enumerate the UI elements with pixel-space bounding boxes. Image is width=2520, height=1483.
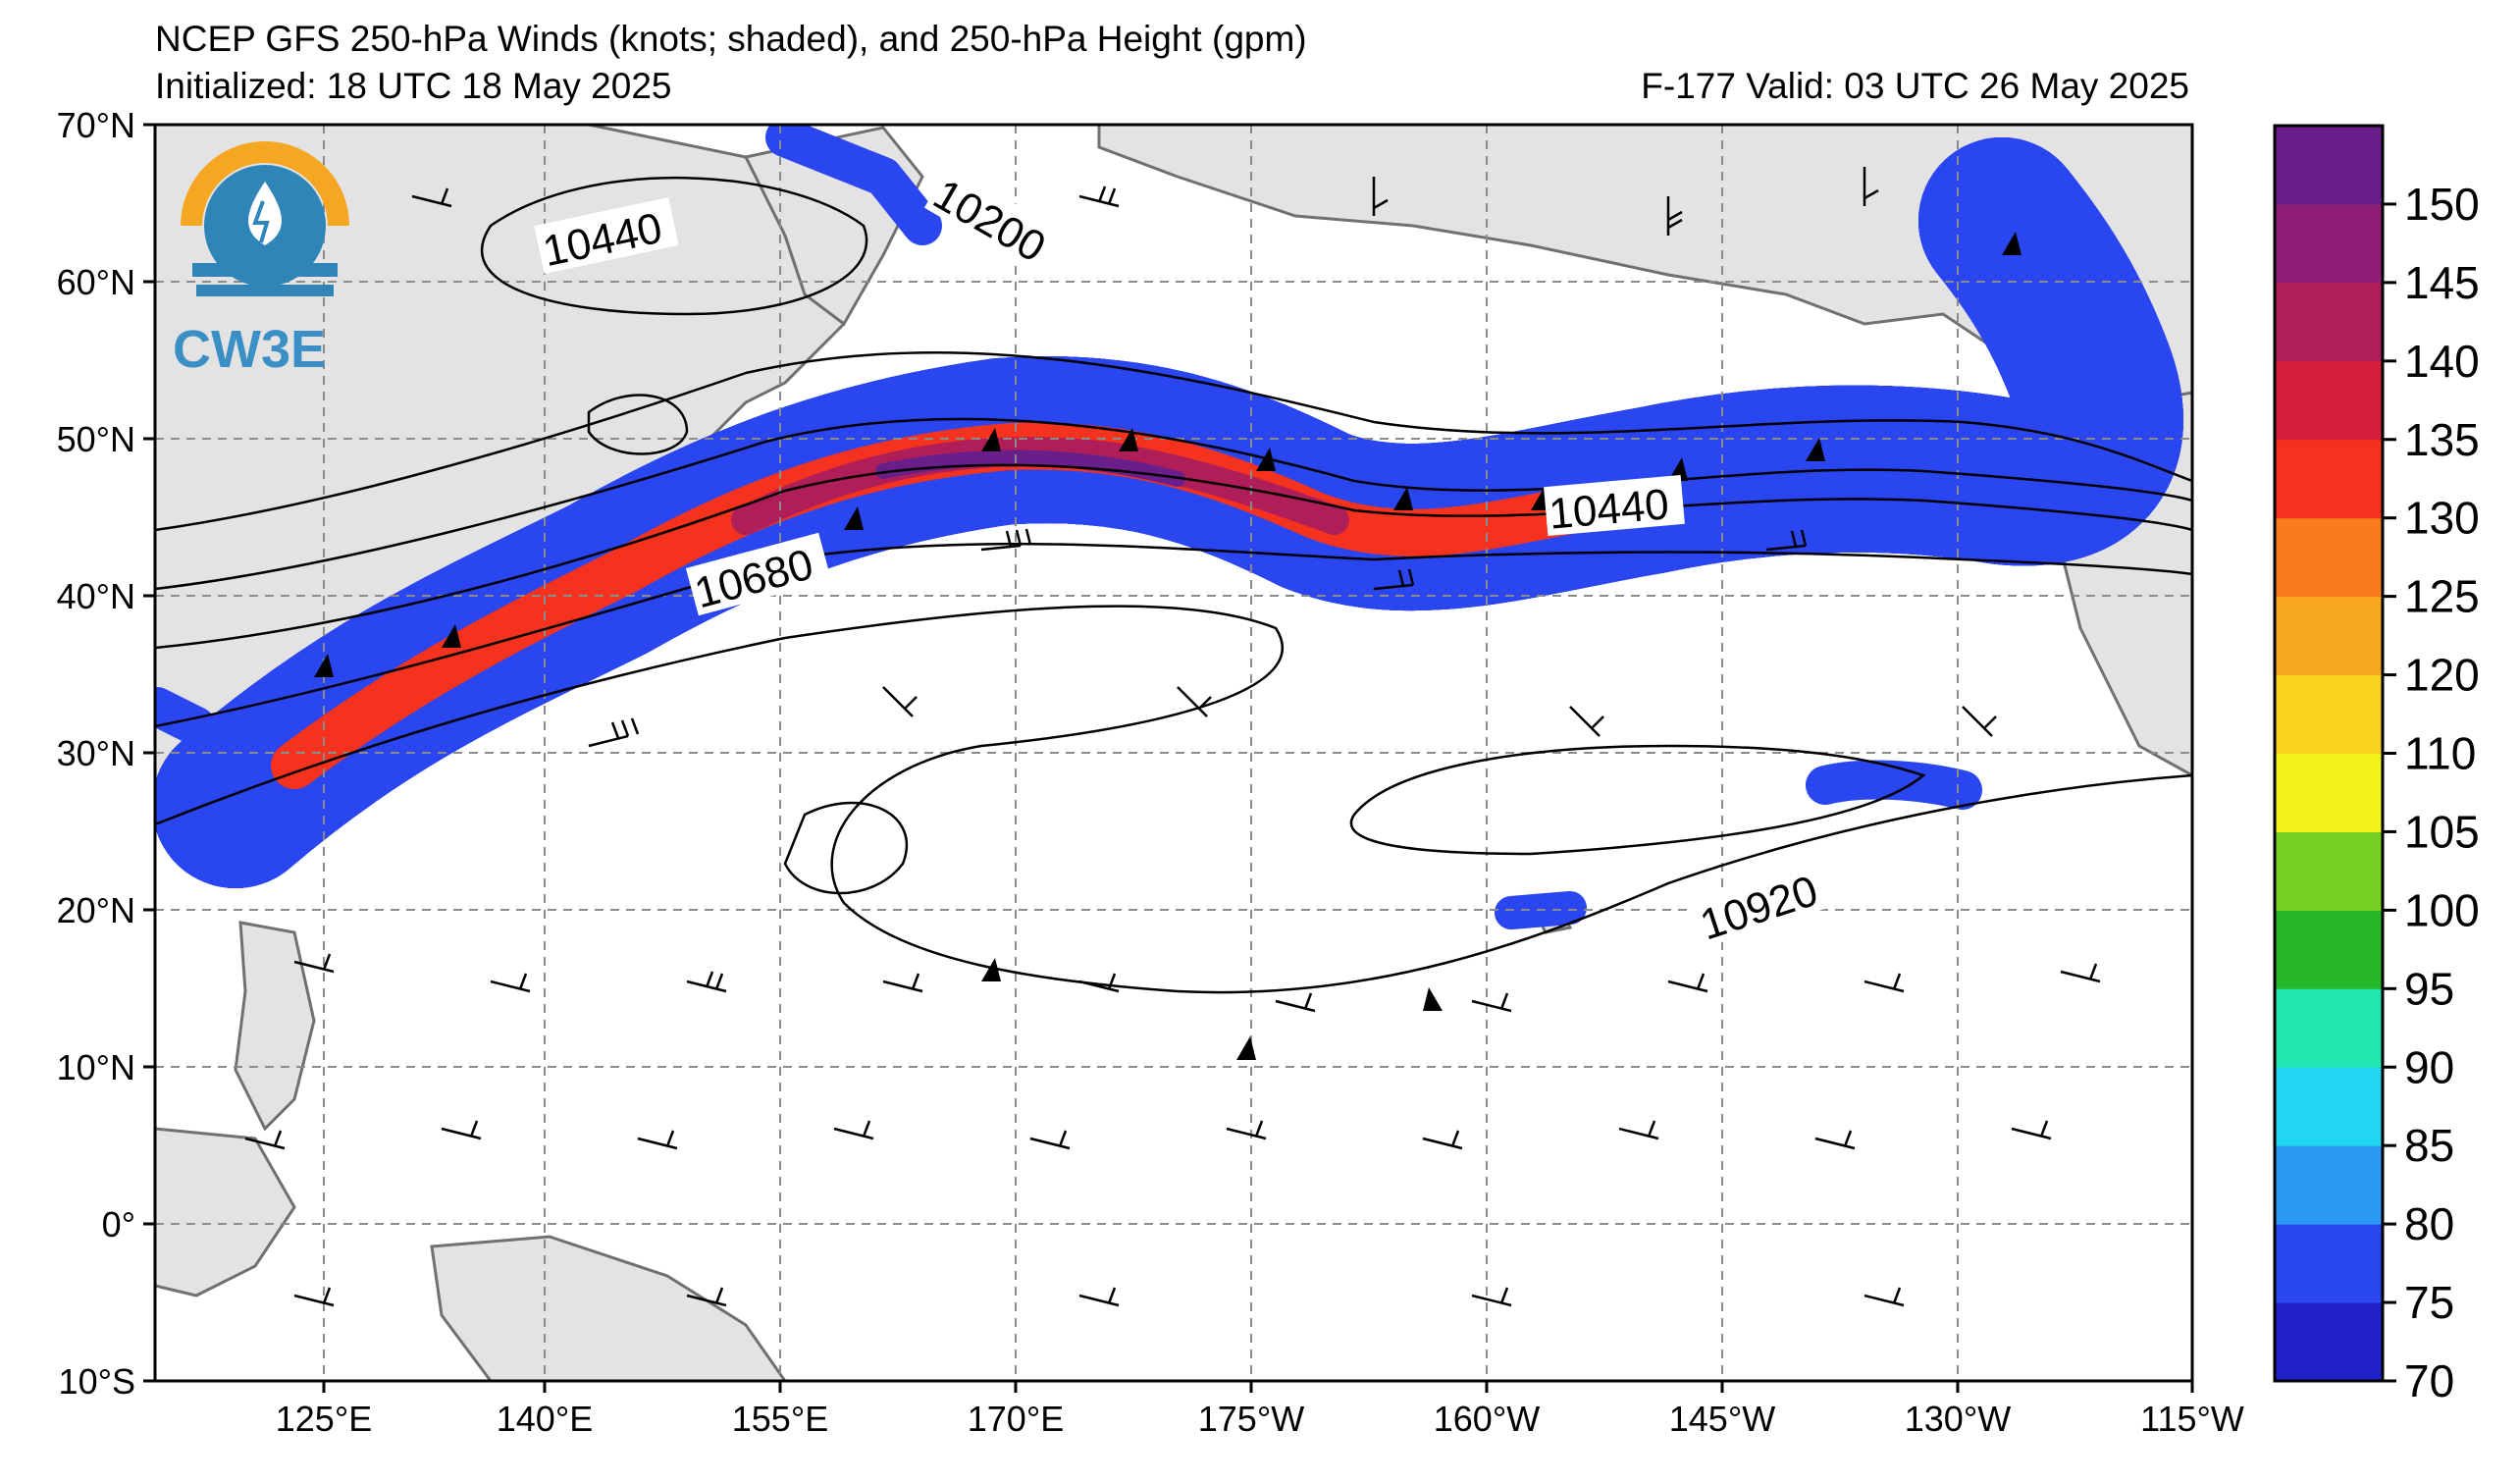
lat-lon-grid — [155, 125, 2192, 1381]
colorbar-swatch — [2275, 126, 2383, 205]
height-contours — [155, 176, 2192, 994]
colorbar-swatch — [2275, 203, 2383, 284]
colorbar-swatch — [2275, 674, 2383, 754]
colorbar-tick-label: 95 — [2404, 963, 2454, 1014]
colorbar-swatch — [2275, 439, 2383, 519]
lat-label: 60°N — [57, 262, 135, 302]
colorbar-tick-label: 140 — [2404, 336, 2480, 387]
colorbar-tick-label: 105 — [2404, 806, 2480, 857]
colorbar-swatch — [2275, 831, 2383, 911]
contour-label-4: 10440 — [1547, 480, 1670, 538]
colorbar-swatch — [2275, 1302, 2383, 1382]
lat-label: 10°S — [59, 1361, 135, 1402]
colorbar-swatch — [2275, 360, 2383, 441]
lon-label: 125°E — [276, 1399, 372, 1439]
lon-label: 130°W — [1905, 1399, 2011, 1439]
jet-stream-shading — [155, 125, 2100, 929]
colorbar-tick-label: 135 — [2404, 414, 2480, 465]
lat-label: 50°N — [57, 419, 135, 459]
lon-label: 170°E — [968, 1399, 1064, 1439]
colorbar-swatch — [2275, 282, 2383, 362]
colorbar-tick-label: 125 — [2404, 571, 2480, 622]
colorbar-tick-label: 145 — [2404, 257, 2480, 308]
wind-barbs — [215, 167, 2101, 1307]
valid-time: F-177 Valid: 03 UTC 26 May 2025 — [1641, 66, 2189, 106]
lon-label: 140°E — [497, 1399, 593, 1439]
init-time: Initialized: 18 UTC 18 May 2025 — [155, 66, 672, 106]
colorbar-tick-label: 100 — [2404, 884, 2480, 935]
lat-label: 70°N — [57, 105, 135, 145]
colorbar: 70 75 80 85 90 95 100 105 110 120 125 130 135 140 145 1… — [2273, 124, 2480, 1406]
land-new-guinea — [430, 1235, 787, 1381]
lon-label: 145°W — [1669, 1399, 1775, 1439]
wind-barb-pennants — [314, 232, 2021, 1060]
lon-label: 115°W — [2140, 1399, 2244, 1439]
logo-text: CW3E — [173, 320, 326, 379]
lon-axis: 125°E 140°E 155°E 170°E 175°W 160°W 145°… — [276, 1381, 2244, 1439]
colorbar-swatch — [2275, 517, 2383, 598]
colorbar-tick-label: 130 — [2404, 493, 2480, 544]
lat-label: 10°N — [57, 1047, 135, 1087]
water-drop-sun-logo-icon — [181, 141, 349, 296]
colorbar-swatch — [2275, 1067, 2383, 1146]
lat-axis: 70°N 60°N 50°N 40°N 30°N 20°N 10°N 0° 10… — [57, 105, 155, 1402]
lon-label: 160°W — [1434, 1399, 1540, 1439]
colorbar-tick-label: 90 — [2404, 1041, 2454, 1092]
colorbar-tick-label: 80 — [2404, 1198, 2454, 1249]
colorbar-tick-label: 110 — [2404, 728, 2476, 779]
colorbar-swatch — [2275, 596, 2383, 676]
lon-label: 155°E — [732, 1399, 828, 1439]
land-philippines — [234, 921, 316, 1132]
colorbar-swatch — [2275, 988, 2383, 1068]
colorbar-swatch — [2275, 1145, 2383, 1225]
lon-label: 175°W — [1198, 1399, 1304, 1439]
colorbar-swatch — [2275, 1224, 2383, 1303]
colorbar-tick-label: 120 — [2404, 650, 2480, 701]
colorbar-tick-label: 70 — [2404, 1355, 2454, 1406]
colorbar-tick-label: 75 — [2404, 1277, 2454, 1328]
map-title: NCEP GFS 250-hPa Winds (knots; shaded), … — [155, 19, 1307, 59]
colorbar-swatch — [2275, 753, 2383, 832]
colorbar-tick-label: 85 — [2404, 1120, 2454, 1171]
lat-label: 40°N — [57, 576, 135, 616]
lat-label: 20°N — [57, 890, 135, 930]
lat-label: 0° — [102, 1204, 135, 1245]
land-borneo-sulawesi — [155, 1127, 296, 1298]
lat-label: 30°N — [57, 733, 135, 773]
colorbar-swatch — [2275, 910, 2383, 989]
colorbar-tick-label: 150 — [2404, 179, 2480, 230]
